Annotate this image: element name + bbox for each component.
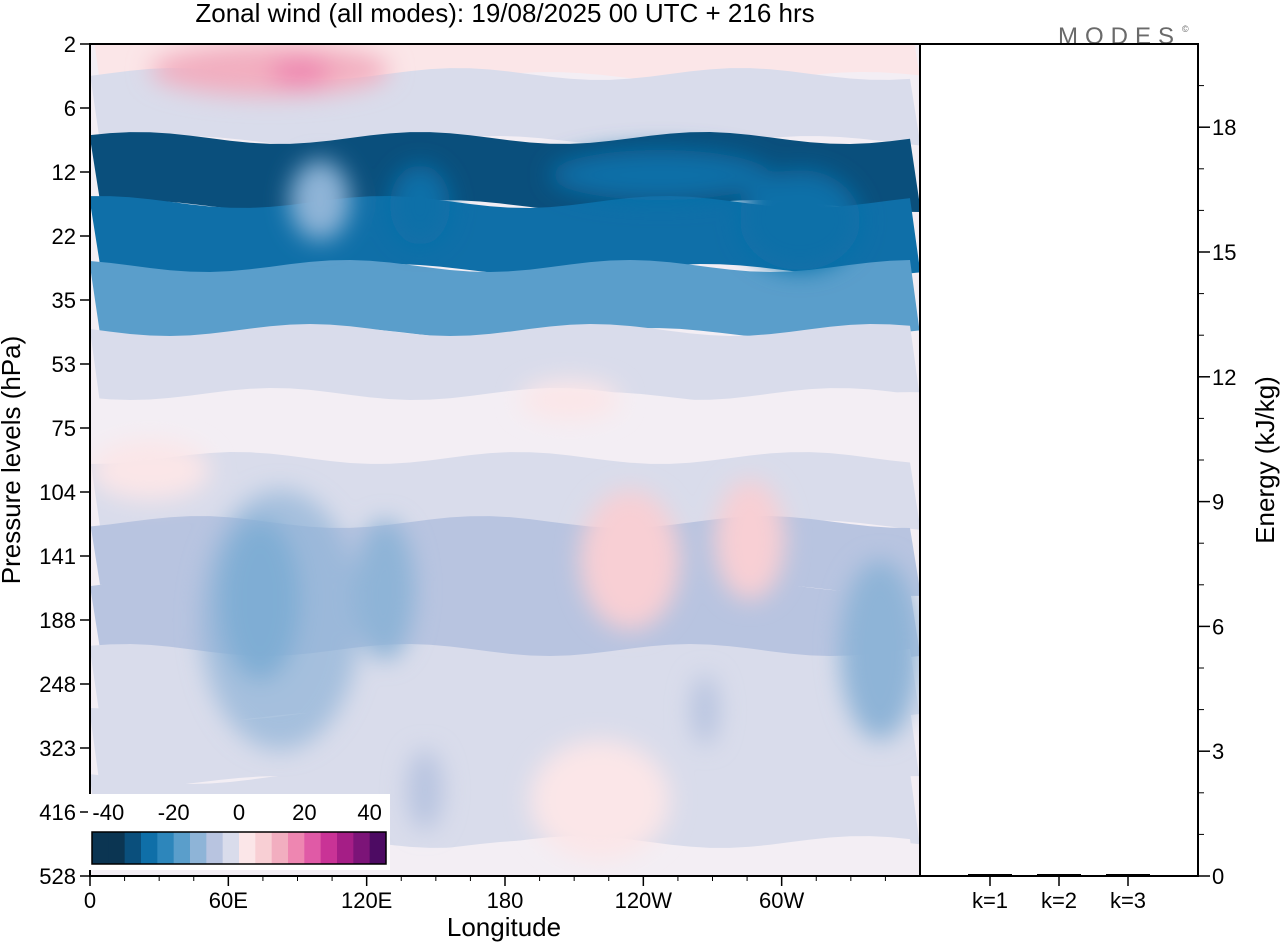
heat-band-35 [90,260,920,340]
colorbar-swatch [369,832,387,864]
feature-blue-bottom [407,750,443,830]
energy-tick-label: 18 [1212,115,1236,140]
energy-category-label: k=1 [972,888,1008,913]
colorbar-swatch [173,832,191,864]
colorbar-swatch [337,832,354,864]
energy-tick-label: 12 [1212,365,1236,390]
colorbar-tick-label: 40 [357,800,381,825]
y-tick-label: 104 [39,480,76,505]
energy-tick-label: 9 [1212,490,1224,515]
y-tick-label: 35 [52,288,76,313]
y-axis-label-right: Energy (kJ/kg) [1250,376,1280,544]
heat-band-75 [90,388,920,468]
energy-category-label: k=3 [1110,888,1146,913]
feature-jet-core-3 [740,170,860,270]
x-tick-label: 60E [209,888,248,913]
y-tick-label: 22 [52,224,76,249]
x-tick-label: 120W [615,888,673,913]
colorbar: -40 -20 0 20 40 [88,794,390,870]
colorbar-tick-label: 20 [292,800,316,825]
x-tick-label: 120E [341,888,392,913]
feature-weak-core [290,160,350,240]
y-tick-label: 528 [39,864,76,889]
colorbar-swatch [222,832,240,864]
colorbar-swatch [271,832,289,864]
y-tick-label: 416 [39,800,76,825]
feature-jet-core-2 [550,150,770,200]
colorbar-swatch [157,832,175,864]
colorbar-swatch [206,832,224,864]
y-tick-label: 75 [52,416,76,441]
energy-panel-frame [919,43,1199,877]
energy-bar [1037,874,1081,875]
colorbar-swatch [255,832,273,864]
colorbar-tick-label: -20 [158,800,190,825]
heat-band-323 [90,708,920,788]
heatmap-bands [90,44,920,876]
energy-tick-label: 15 [1212,240,1236,265]
y-axis-left: 2 6 12 22 35 53 75 104 141 188 248 323 416 528 [39,32,90,889]
x-axis: 0 60E 120E 180 120W 60W [84,876,886,913]
colorbar-tick-label: -40 [92,800,124,825]
colorbar-tick-label: 0 [233,800,245,825]
x-tick-label: 0 [84,888,96,913]
heatmap-features [90,44,920,860]
feature-pink-left [90,440,210,500]
y-tick-label: 248 [39,672,76,697]
colorbar-swatch [92,832,109,864]
energy-tick-label: 0 [1212,864,1224,889]
y-tick-label: 2 [64,32,76,57]
colorbar-frame [91,831,387,865]
energy-category-label: k=2 [1041,888,1077,913]
energy-tick-label: 6 [1212,614,1224,639]
colorbar-swatch [239,832,256,864]
y-axis-label-left: Pressure levels (hPa) [0,336,26,585]
y-tick-label: 323 [39,736,76,761]
colorbar-swatch [124,832,142,864]
x-tick-label: 60W [759,888,804,913]
energy-bar [1106,874,1150,875]
feature-pink-top-small [270,58,330,86]
y-tick-label: 12 [52,160,76,185]
y-tick-label: 53 [52,352,76,377]
feature-jet-core-1 [390,165,450,245]
colorbar-swatch [304,832,322,864]
energy-bars: k=1 k=2 k=3 [968,874,1150,913]
colorbar-swatch [353,832,371,864]
feature-pink-mid-2 [715,480,785,600]
chart-title: Zonal wind (all modes): 19/08/2025 00 UT… [195,0,814,28]
feature-lower-blue-2 [355,520,415,660]
feature-pink-bottom [530,740,670,860]
feature-blue-248 [691,675,719,745]
x-tick-label: 180 [487,888,524,913]
colorbar-swatch [320,832,338,864]
feature-pink-mid [580,490,680,630]
heat-band-53 [90,324,920,404]
feature-lower-blue-halo [200,490,360,750]
energy-bar [968,874,1012,875]
heatmap-plot [90,44,920,876]
feature-pink-top [150,44,390,96]
colorbar-swatch [190,832,207,864]
colorbar-swatch [288,832,305,864]
x-axis-label: Longitude [447,912,561,942]
energy-tick-label: 3 [1212,739,1224,764]
y-tick-label: 6 [64,96,76,121]
y-tick-label: 141 [39,544,76,569]
y-axis-right: 0 3 6 9 12 15 18 [1198,85,1236,889]
y-tick-label: 188 [39,608,76,633]
feature-pink-75 [520,380,620,420]
feature-east-blue [840,560,920,740]
logo-mark-icon: © [1182,24,1189,34]
colorbar-swatch [108,832,126,864]
colorbar-swatch [141,832,158,864]
